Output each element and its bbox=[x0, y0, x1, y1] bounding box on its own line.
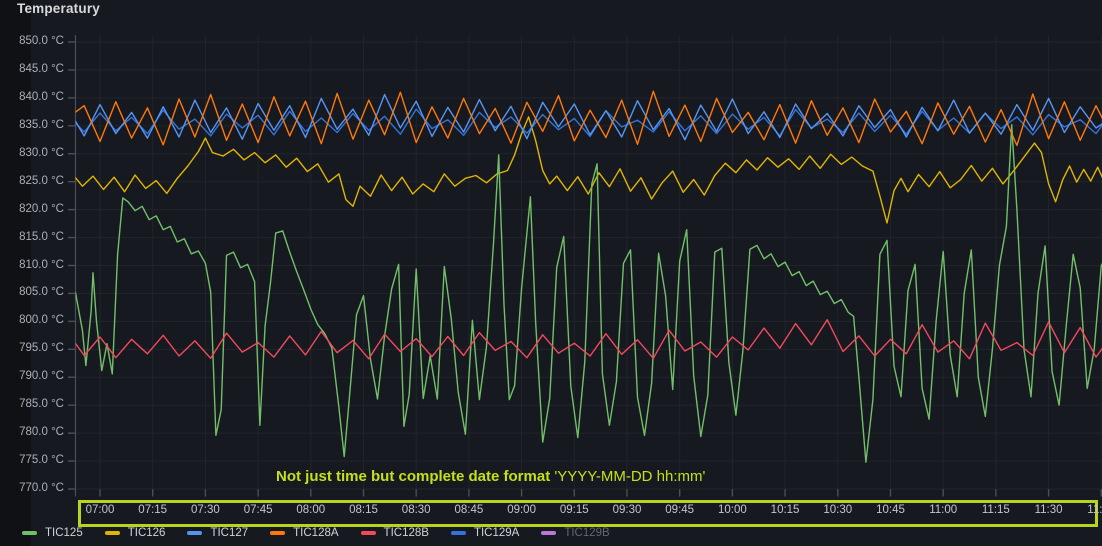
x-axis-label: 08:45 bbox=[454, 504, 484, 516]
x-axis-label: 11:30 bbox=[1034, 504, 1063, 516]
x-axis-label: 09:15 bbox=[559, 504, 589, 516]
y-axis-label: 775.0 °C bbox=[19, 454, 64, 467]
legend-color-dash bbox=[450, 531, 466, 535]
legend-label: TIC128B bbox=[383, 527, 429, 539]
legend-label: TIC128A bbox=[293, 527, 339, 539]
legend-label: TIC129A bbox=[473, 527, 520, 539]
x-axis-label: 08:15 bbox=[349, 504, 378, 516]
legend-color-dash bbox=[541, 531, 557, 535]
y-axis-label: 845.0 °C bbox=[19, 62, 64, 75]
panel-background bbox=[31, 0, 1102, 546]
legend-color-dash bbox=[104, 531, 120, 535]
legend-item-TIC126[interactable]: TIC126 bbox=[104, 527, 166, 539]
y-axis-label: 850.0 °C bbox=[19, 35, 64, 47]
series-line-TIC127 bbox=[75, 93, 1102, 141]
x-axis-label: 07:45 bbox=[243, 504, 273, 516]
x-axis-label: 09:30 bbox=[612, 504, 642, 516]
x-axis-label: 10:15 bbox=[770, 504, 800, 516]
y-axis-label: 780.0 °C bbox=[19, 426, 64, 439]
y-axis-label: 840.0 °C bbox=[19, 90, 64, 103]
y-axis-label: 815.0 °C bbox=[19, 230, 64, 243]
series-line-TIC125 bbox=[75, 123, 1102, 463]
y-axis-label: 795.0 °C bbox=[19, 342, 64, 355]
legend: TIC125 TIC126 TIC127 TIC128A TIC128B TIC129A T… bbox=[22, 527, 610, 539]
y-axis-label: 820.0 °C bbox=[19, 202, 64, 215]
legend-color-dash bbox=[187, 531, 203, 535]
series-line-TIC126 bbox=[75, 116, 1102, 224]
legend-color-dash bbox=[22, 531, 37, 535]
series-line-TIC128A bbox=[75, 90, 1102, 147]
y-axis-label: 825.0 °C bbox=[19, 174, 64, 187]
highlight-box bbox=[78, 500, 1098, 527]
legend-label: TIC125 bbox=[45, 527, 83, 539]
legend-label: TIC127 bbox=[210, 527, 249, 539]
x-axis-label: 11:45 bbox=[1087, 504, 1102, 516]
legend-item-TIC129A[interactable]: TIC129A bbox=[450, 527, 520, 539]
y-axis-label: 830.0 °C bbox=[19, 146, 64, 159]
legend-item-TIC129B[interactable]: TIC129B bbox=[541, 527, 610, 539]
y-axis-label: 790.0 °C bbox=[19, 370, 64, 383]
legend-label: TIC129B bbox=[564, 527, 610, 539]
legend-item-TIC128B[interactable]: TIC128B bbox=[360, 527, 429, 539]
y-axis-label: 810.0 °C bbox=[19, 258, 64, 271]
x-axis-label: 09:00 bbox=[507, 504, 536, 516]
x-axis-label: 07:30 bbox=[191, 504, 220, 516]
x-axis-label: 10:30 bbox=[823, 504, 853, 516]
y-axis-label: 785.0 °C bbox=[19, 398, 64, 411]
y-axis-label: 805.0 °C bbox=[19, 286, 64, 299]
x-axis-label: 09:45 bbox=[665, 504, 695, 516]
y-axis-label: 835.0 °C bbox=[19, 118, 64, 131]
legend-color-dash bbox=[270, 531, 286, 535]
x-axis-label: 07:00 bbox=[85, 504, 115, 516]
y-axis-label: 800.0 °C bbox=[19, 314, 64, 327]
legend-item-TIC127[interactable]: TIC127 bbox=[187, 527, 248, 539]
x-axis-label: 10:00 bbox=[717, 504, 747, 516]
x-axis-label: 10:45 bbox=[876, 504, 905, 516]
legend-item-TIC128A[interactable]: TIC128A bbox=[270, 527, 339, 539]
page-title[interactable]: Temperatury bbox=[17, 1, 100, 16]
annotation-text: Not just time but complete date format '… bbox=[276, 468, 705, 485]
y-axis-label: 770.0 °C bbox=[19, 482, 64, 494]
x-axis-label: 08:00 bbox=[296, 504, 326, 516]
legend-color-dash bbox=[360, 531, 376, 535]
annotation-quote: 'YYYY-MM-DD hh:mm' bbox=[554, 468, 706, 485]
series-line-TIC128B bbox=[75, 319, 1102, 360]
x-axis-label: 07:15 bbox=[138, 504, 168, 516]
x-axis-label: 11:00 bbox=[929, 504, 958, 516]
x-axis-label: 11:15 bbox=[981, 504, 1010, 516]
legend-item-TIC125[interactable]: TIC125 bbox=[22, 527, 83, 539]
annotation-bold: Not just time but complete date format bbox=[276, 468, 555, 485]
legend-label: TIC126 bbox=[127, 527, 166, 539]
x-axis-label: 08:30 bbox=[401, 504, 431, 516]
